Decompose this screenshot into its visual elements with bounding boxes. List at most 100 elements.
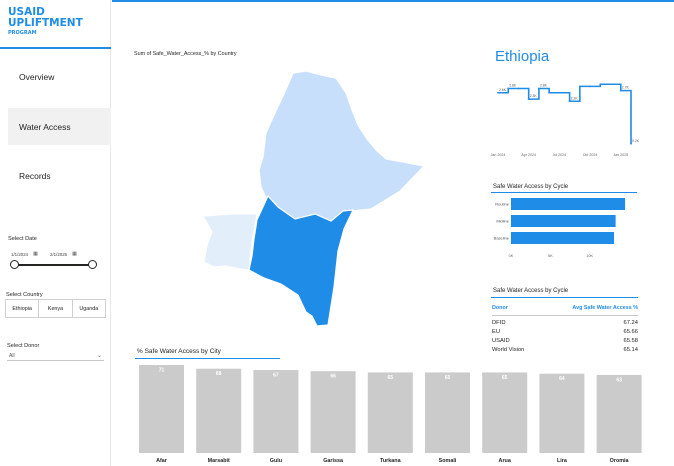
trend-point[interactable] (497, 91, 499, 94)
trend-point[interactable] (517, 87, 520, 90)
trend-point[interactable] (538, 87, 540, 90)
donor-table-title: Safe Water Access by Cycle (493, 288, 569, 294)
table-header-divider (492, 315, 638, 316)
nav-item-water-access[interactable]: Water Access (8, 108, 111, 145)
trend-x-tick-label: Jan 2025 (613, 153, 628, 157)
city-bar[interactable] (425, 372, 470, 453)
trend-point[interactable] (548, 91, 551, 94)
cycle-chart-underline (491, 192, 637, 193)
value-cell: 65.58 (623, 337, 638, 344)
trend-series-line (498, 83, 632, 144)
trend-point[interactable] (619, 89, 622, 92)
map-title: Sum of Safe_Water_Access_% by Country (134, 51, 237, 57)
cycle-x-tick-label: 0K (509, 254, 514, 258)
city-bar[interactable] (539, 373, 585, 453)
city-category-label: Lira (557, 458, 568, 464)
trend-x-tick-label: Jan 2024 (491, 153, 506, 157)
city-chart-underline (135, 358, 280, 359)
trend-point[interactable] (589, 85, 591, 88)
calendar-icon[interactable]: ▦ (33, 251, 38, 257)
map-region-ethiopia[interactable] (258, 70, 425, 226)
trend-point[interactable] (527, 98, 530, 101)
city-bar-value-label: 65 (388, 375, 394, 381)
city-bar[interactable] (482, 372, 528, 453)
trend-point[interactable] (578, 85, 581, 88)
trend-point[interactable] (558, 91, 561, 94)
country-option-uganda[interactable]: Uganda (79, 305, 99, 312)
city-bar[interactable] (596, 374, 642, 453)
city-bar-value-label: 64 (559, 376, 565, 382)
trend-data-label: 2.6K (499, 88, 507, 92)
trend-x-tick-label: Oct 2024 (583, 153, 598, 157)
brand-logo: USAID UPLIFTMENT PROGRAM (8, 7, 111, 51)
logo-divider (0, 47, 111, 49)
cycle-category-label: Baseline (494, 235, 510, 240)
trend-data-label: 2.8K (509, 84, 517, 88)
date-start-input[interactable]: 1/1/2024 ▦ (9, 249, 46, 259)
city-bar-value-label: 71 (159, 368, 165, 374)
city-category-label: Arua (499, 458, 512, 464)
nav-item-overview[interactable]: Overview (8, 58, 111, 95)
city-bar[interactable] (139, 365, 184, 453)
selected-country-title: Ethiopia (495, 48, 550, 65)
trend-point[interactable] (599, 83, 602, 86)
city-bar[interactable] (253, 369, 299, 453)
column-header-avg-access[interactable]: Avg Safe Water Access % (572, 305, 638, 311)
country-slicer: Ethiopia Kenya Uganda (5, 299, 106, 318)
trend-point[interactable] (568, 100, 571, 103)
value-cell: 65.66 (623, 328, 638, 335)
country-option-kenya[interactable]: Kenya (39, 300, 73, 317)
nav-item-records[interactable]: Records (8, 157, 111, 194)
donor-dropdown[interactable]: All ⌄ (7, 351, 104, 361)
trend-x-tick-label: Apr 2024 (521, 153, 536, 157)
trend-x-tick-label: Jul 2024 (553, 153, 567, 157)
date-range-slider[interactable] (14, 264, 94, 266)
city-category-label: Marsabit (208, 458, 230, 464)
donor-table-underline (491, 297, 638, 298)
cycle-chart-title: Safe Water Access by Cycle (493, 184, 569, 190)
donor-cell: EU (492, 328, 501, 335)
country-option-ethiopia[interactable]: Ethiopia (6, 300, 40, 317)
trend-data-label: 2.8K (540, 84, 548, 88)
city-bar-chart: 71 Afar 68 Marsabit 67 Gulu 66 Garissa 65 Turkana… (139, 365, 642, 464)
city-bar[interactable] (196, 368, 242, 453)
city-category-label: Turkana (380, 458, 402, 464)
city-bar[interactable] (310, 371, 356, 453)
brand-line-1: USAID (8, 6, 45, 18)
cycle-bar-chart: Routine Midline Baseline 0K 5K 10K (494, 198, 626, 258)
cycle-category-label: Routine (495, 201, 510, 206)
trend-point[interactable] (630, 142, 632, 145)
table-row: USAID 65.58 (492, 336, 638, 345)
city-bar[interactable] (367, 372, 413, 453)
column-header-donor[interactable]: Donor (492, 305, 508, 311)
date-end-value: 2/1/2025 (50, 251, 68, 257)
donor-cell: DFID (492, 319, 506, 326)
cycle-x-tick-label: 10K (586, 254, 593, 258)
table-row: World Vision 65.14 (492, 345, 638, 354)
donor-cell: USAID (492, 337, 510, 344)
city-category-label: Afar (156, 458, 168, 464)
map-region-uganda[interactable] (202, 213, 258, 271)
city-bar-value-label: 65 (502, 375, 508, 381)
brand-line-2: UPLIFTMENT (8, 17, 83, 29)
table-header: Donor Avg Safe Water Access % (492, 305, 638, 313)
slider-start-handle[interactable] (10, 260, 19, 269)
sidebar: USAID UPLIFTMENT PROGRAM Overview Water … (0, 0, 111, 466)
trend-data-label: 2.3K (530, 94, 538, 98)
map-region-kenya[interactable] (248, 194, 354, 327)
cycle-bar[interactable] (511, 232, 615, 244)
city-bar-value-label: 63 (616, 377, 622, 383)
cycle-bar[interactable] (511, 215, 616, 227)
trend-point[interactable] (609, 83, 612, 86)
slider-end-handle[interactable] (88, 260, 97, 269)
cycle-category-label: Midline (496, 218, 509, 223)
city-category-label: Garissa (323, 458, 344, 464)
country-filter-label: Select Country (6, 292, 43, 298)
donor-selected-value: All (9, 352, 15, 359)
calendar-icon[interactable]: ▦ (72, 251, 77, 257)
table-row: EU 65.66 (492, 327, 638, 336)
city-category-label: Gulu (270, 458, 282, 464)
trend-point[interactable] (507, 87, 510, 90)
date-end-input[interactable]: 2/1/2025 ▦ (48, 249, 86, 259)
cycle-bar[interactable] (511, 198, 626, 210)
